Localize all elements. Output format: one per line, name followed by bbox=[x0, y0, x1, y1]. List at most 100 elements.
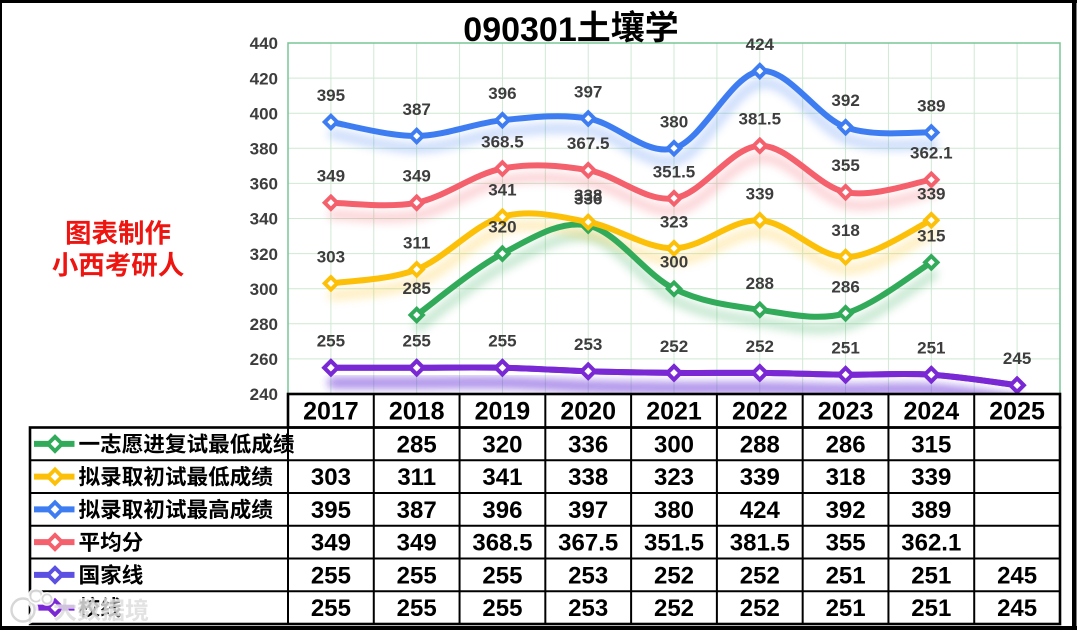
svg-text:339: 339 bbox=[746, 184, 774, 203]
svg-text:255: 255 bbox=[397, 563, 437, 590]
svg-text:251: 251 bbox=[831, 339, 859, 358]
svg-text:288: 288 bbox=[740, 432, 780, 459]
svg-text:251: 251 bbox=[826, 595, 866, 622]
svg-text:318: 318 bbox=[831, 221, 859, 240]
svg-text:2017: 2017 bbox=[303, 398, 359, 426]
svg-text:340: 340 bbox=[250, 210, 278, 229]
svg-text:2019: 2019 bbox=[475, 398, 531, 426]
svg-text:339: 339 bbox=[740, 464, 780, 491]
svg-text:255: 255 bbox=[482, 563, 522, 590]
svg-text:424: 424 bbox=[746, 35, 775, 54]
svg-text:368.5: 368.5 bbox=[481, 133, 524, 152]
svg-text:336: 336 bbox=[574, 190, 602, 209]
svg-text:300: 300 bbox=[250, 280, 278, 299]
svg-text:362.1: 362.1 bbox=[910, 144, 953, 163]
svg-text:424: 424 bbox=[740, 497, 781, 524]
svg-text:392: 392 bbox=[826, 497, 866, 524]
svg-text:255: 255 bbox=[482, 595, 522, 622]
svg-text:355: 355 bbox=[831, 156, 859, 175]
svg-text:090301: 090301 bbox=[463, 11, 576, 49]
svg-text:380: 380 bbox=[660, 112, 688, 131]
svg-text:245: 245 bbox=[1003, 349, 1031, 368]
svg-text:368.5: 368.5 bbox=[472, 530, 532, 557]
svg-text:2021: 2021 bbox=[646, 398, 702, 426]
svg-text:2025: 2025 bbox=[989, 398, 1045, 426]
svg-text:339: 339 bbox=[917, 184, 945, 203]
svg-text:387: 387 bbox=[403, 100, 431, 119]
svg-text:303: 303 bbox=[311, 464, 351, 491]
svg-text:252: 252 bbox=[740, 563, 780, 590]
svg-text:286: 286 bbox=[831, 277, 859, 296]
svg-text:2018: 2018 bbox=[389, 398, 445, 426]
svg-text:362.1: 362.1 bbox=[901, 530, 961, 557]
svg-text:396: 396 bbox=[482, 497, 522, 524]
svg-text:255: 255 bbox=[397, 595, 437, 622]
svg-text:349: 349 bbox=[317, 167, 345, 186]
svg-text:245: 245 bbox=[997, 563, 1037, 590]
svg-text:380: 380 bbox=[654, 497, 694, 524]
svg-text:260: 260 bbox=[250, 350, 278, 369]
svg-text:252: 252 bbox=[746, 337, 774, 356]
svg-text:395: 395 bbox=[311, 497, 351, 524]
svg-text:255: 255 bbox=[311, 563, 351, 590]
svg-text:255: 255 bbox=[403, 332, 431, 351]
svg-text:240: 240 bbox=[250, 385, 278, 404]
svg-text:338: 338 bbox=[574, 186, 602, 205]
svg-text:252: 252 bbox=[660, 337, 688, 356]
svg-text:2022: 2022 bbox=[732, 398, 788, 426]
svg-text:381.5: 381.5 bbox=[730, 530, 790, 557]
svg-text:315: 315 bbox=[917, 226, 945, 245]
svg-text:253: 253 bbox=[574, 335, 602, 354]
svg-text:323: 323 bbox=[660, 212, 688, 231]
svg-text:351.5: 351.5 bbox=[644, 530, 704, 557]
svg-text:400: 400 bbox=[250, 104, 278, 123]
svg-text:389: 389 bbox=[911, 497, 951, 524]
svg-text:323: 323 bbox=[654, 464, 694, 491]
svg-text:286: 286 bbox=[826, 432, 866, 459]
svg-text:440: 440 bbox=[250, 34, 278, 53]
svg-text:251: 251 bbox=[911, 595, 951, 622]
svg-text:311: 311 bbox=[397, 464, 436, 491]
svg-text:285: 285 bbox=[397, 432, 437, 459]
svg-text:387: 387 bbox=[397, 497, 437, 524]
svg-text:351.5: 351.5 bbox=[653, 162, 696, 181]
svg-text:396: 396 bbox=[488, 84, 516, 103]
svg-text:349: 349 bbox=[403, 167, 431, 186]
svg-text:367.5: 367.5 bbox=[567, 134, 610, 153]
svg-text:252: 252 bbox=[654, 595, 694, 622]
svg-text:251: 251 bbox=[826, 563, 866, 590]
svg-text:420: 420 bbox=[250, 69, 278, 88]
svg-text:255: 255 bbox=[488, 332, 516, 351]
svg-text:2020: 2020 bbox=[560, 398, 616, 426]
svg-text:320: 320 bbox=[482, 432, 522, 459]
svg-text:315: 315 bbox=[911, 432, 951, 459]
svg-text:255: 255 bbox=[311, 595, 351, 622]
svg-text:336: 336 bbox=[568, 432, 608, 459]
svg-text:311: 311 bbox=[403, 233, 430, 252]
svg-text:318: 318 bbox=[826, 464, 866, 491]
svg-text:253: 253 bbox=[568, 563, 608, 590]
svg-text:395: 395 bbox=[317, 86, 345, 105]
svg-text:349: 349 bbox=[397, 530, 437, 557]
svg-text:300: 300 bbox=[660, 253, 688, 272]
svg-text:355: 355 bbox=[826, 530, 866, 557]
svg-text:380: 380 bbox=[250, 140, 278, 159]
svg-text:252: 252 bbox=[654, 563, 694, 590]
svg-text:389: 389 bbox=[917, 97, 945, 116]
svg-text:253: 253 bbox=[568, 595, 608, 622]
svg-text:320: 320 bbox=[488, 218, 516, 237]
svg-text:381.5: 381.5 bbox=[739, 110, 782, 129]
svg-text:367.5: 367.5 bbox=[558, 530, 618, 557]
svg-text:251: 251 bbox=[917, 339, 945, 358]
svg-text:280: 280 bbox=[250, 315, 278, 334]
svg-text:339: 339 bbox=[911, 464, 951, 491]
svg-text:303: 303 bbox=[317, 247, 345, 266]
svg-text:397: 397 bbox=[574, 83, 602, 102]
svg-text:288: 288 bbox=[746, 274, 774, 293]
svg-text:2023: 2023 bbox=[818, 398, 874, 426]
svg-text:300: 300 bbox=[654, 432, 694, 459]
svg-text:341: 341 bbox=[488, 181, 516, 200]
svg-text:349: 349 bbox=[311, 530, 351, 557]
svg-text:252: 252 bbox=[740, 595, 780, 622]
svg-text:245: 245 bbox=[997, 595, 1037, 622]
